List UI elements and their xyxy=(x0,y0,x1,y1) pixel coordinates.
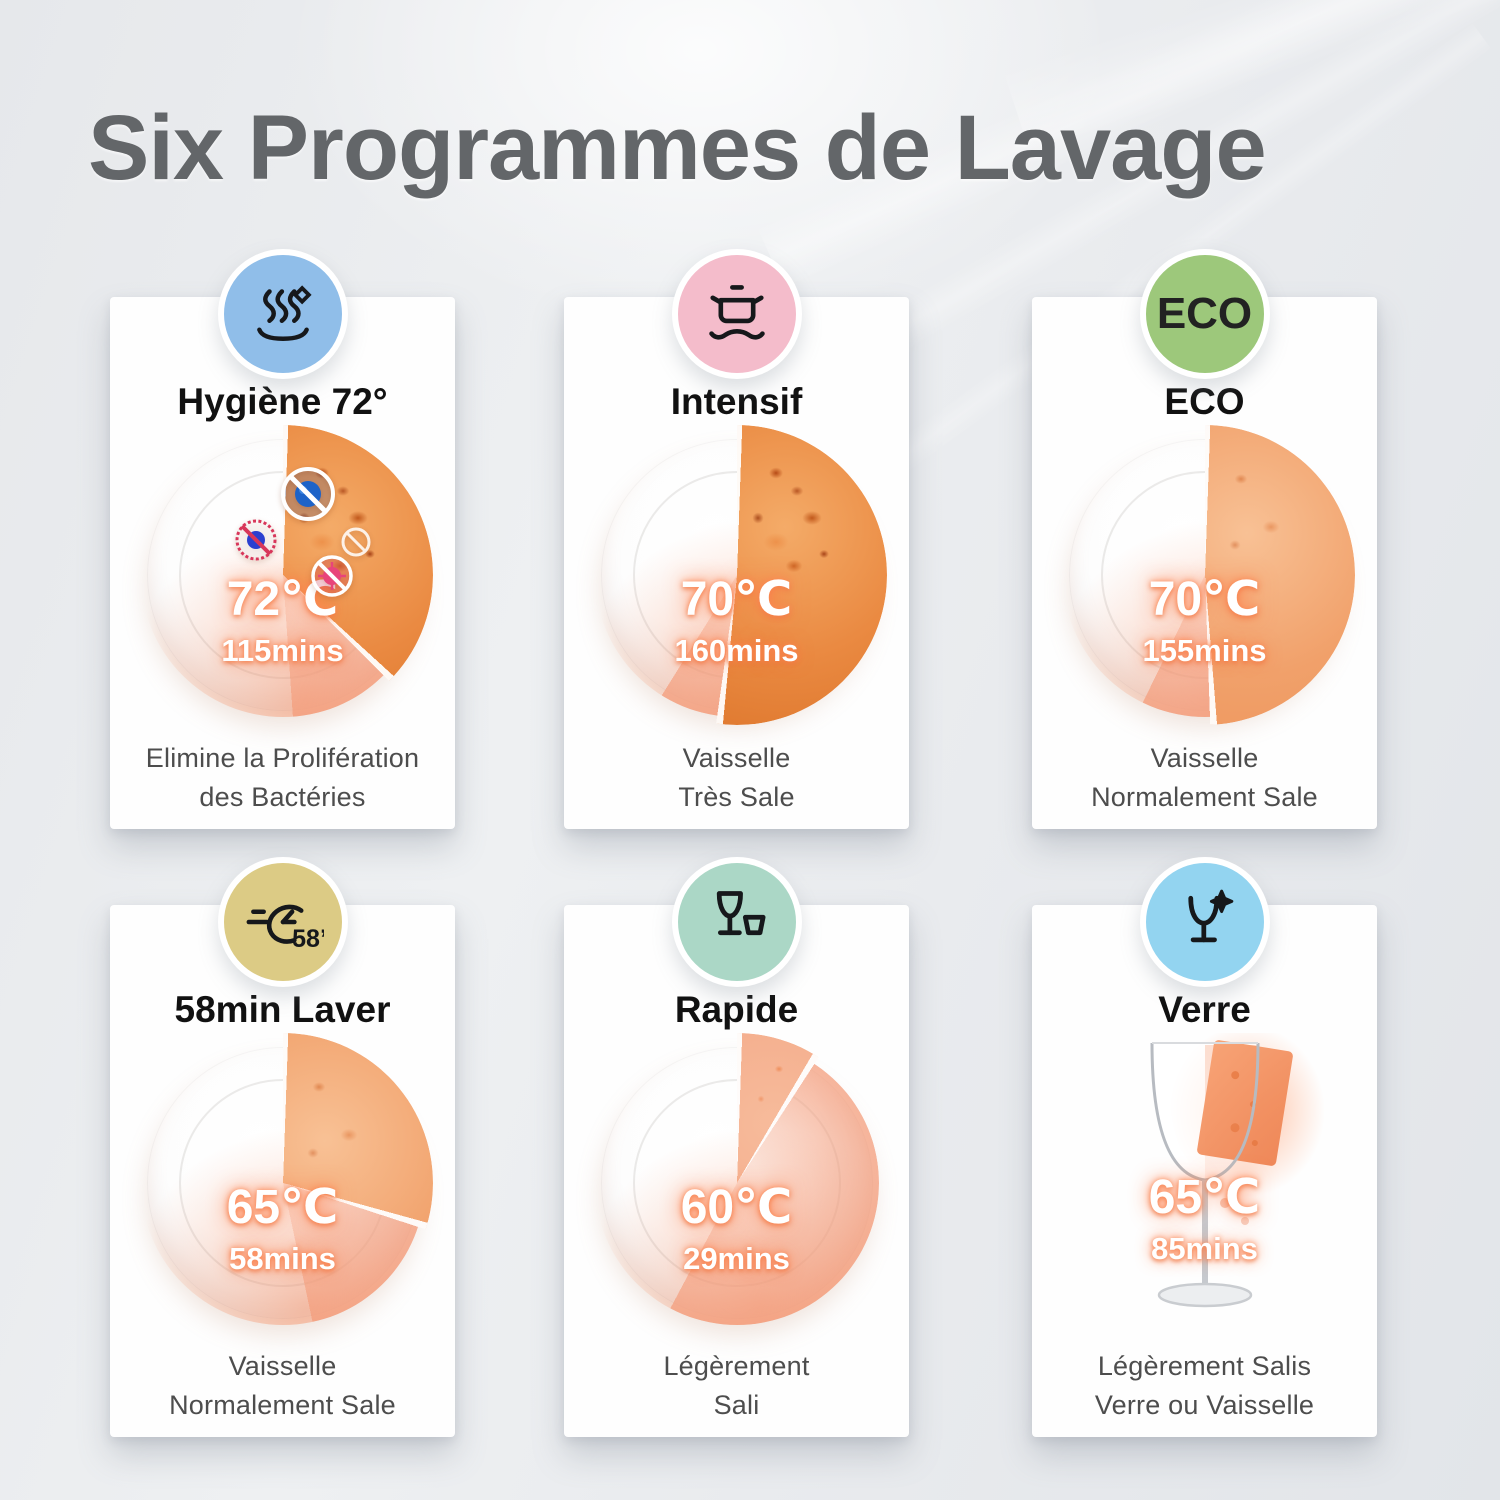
program-description: Légèrement Sali xyxy=(663,1351,810,1421)
program-card-verre: Verre xyxy=(1032,857,1377,1437)
wine-glass-sparkle-icon xyxy=(1187,889,1233,943)
program-name: Rapide xyxy=(674,989,799,1030)
program-name: 58min Laver xyxy=(174,989,391,1030)
plate-visual-eco: 70℃ 155mins xyxy=(1054,425,1355,725)
duration-value: 160mins xyxy=(674,633,799,669)
program-name: Hygiène 72° xyxy=(177,381,388,422)
program-description: Légèrement Salis Verre ou Vaisselle xyxy=(1094,1351,1315,1421)
temperature-value: 65℃ xyxy=(226,1181,339,1234)
program-description: Vaisselle Très Sale xyxy=(678,743,795,813)
plate-visual-intensif: 70℃ 160mins xyxy=(586,425,887,725)
temperature-value: 70℃ xyxy=(680,573,793,626)
duration-value: 29mins xyxy=(683,1241,790,1277)
temperature-value: 72℃ xyxy=(226,573,339,626)
hygiene-icon-circle xyxy=(217,249,348,379)
wine-glass-graphic xyxy=(1150,1025,1325,1308)
program-name: Intensif xyxy=(670,381,803,422)
no-virus-badge xyxy=(310,555,353,597)
program-description: Elimine la Prolifération des Bactéries xyxy=(145,743,420,813)
steam-dish-icon xyxy=(256,285,312,342)
dirty-slice xyxy=(132,425,433,725)
no-germ-badge xyxy=(341,527,370,557)
plate-visual-rapide: 60℃ 29mins xyxy=(586,1033,887,1333)
wine-glass-and-cup-icon xyxy=(716,891,765,936)
verre-icon-circle xyxy=(1139,857,1270,987)
temperature-value: 65℃ xyxy=(1148,1171,1261,1224)
intensif-icon-circle xyxy=(671,249,802,379)
program-name: Verre xyxy=(1158,989,1251,1030)
58min-icon-circle: 58’ xyxy=(217,857,348,987)
plate-visual-58min: 65℃ 58mins xyxy=(132,1033,433,1333)
no-bacteria-badge xyxy=(280,467,335,521)
duration-value: 58mins xyxy=(229,1241,336,1277)
temperature-value: 60℃ xyxy=(680,1181,793,1234)
program-card-hygiene: Hygiène 72° 72℃ 1 xyxy=(110,249,455,829)
dirty-slice xyxy=(1054,425,1355,725)
clock-58-label: 58’ xyxy=(292,925,324,953)
duration-value: 155mins xyxy=(1142,633,1267,669)
page-title: Six Programmes de Lavage xyxy=(88,97,1267,199)
temperature-value: 70℃ xyxy=(1148,573,1261,626)
dirty-slice xyxy=(132,1033,433,1333)
dirty-slice xyxy=(586,425,887,725)
eco-text-icon: ECO xyxy=(1156,289,1253,338)
rapide-icon-circle xyxy=(671,857,802,987)
no-bacteria-badge-small xyxy=(235,519,276,561)
pot-icon xyxy=(708,285,765,340)
program-card-58min: 58’ 58min Laver 65℃ 58mins Vaisselle Nor… xyxy=(110,857,455,1437)
eco-icon-circle: ECO xyxy=(1139,249,1270,379)
wine-glass-visual xyxy=(1055,1025,1355,1353)
program-card-intensif: Intensif 70℃ 160mins Vaisselle Très Sale xyxy=(564,249,909,829)
program-card-eco: ECO ECO 70℃ 155mins Vaisselle Normalemen… xyxy=(1032,249,1377,829)
duration-value: 115mins xyxy=(221,633,344,669)
duration-value: 85mins xyxy=(1151,1231,1258,1267)
plate-visual-hygiene: 72℃ 115mins xyxy=(132,425,433,725)
program-description: Vaisselle Normalement Sale xyxy=(1091,743,1318,813)
program-card-rapide: Rapide 60℃ 29mins Légèrement Sali xyxy=(564,857,909,1437)
dirty-slice xyxy=(586,1033,887,1333)
clock-58-icon: 58’ xyxy=(246,904,324,953)
program-name: ECO xyxy=(1164,381,1245,422)
program-description: Vaisselle Normalement Sale xyxy=(169,1351,396,1421)
